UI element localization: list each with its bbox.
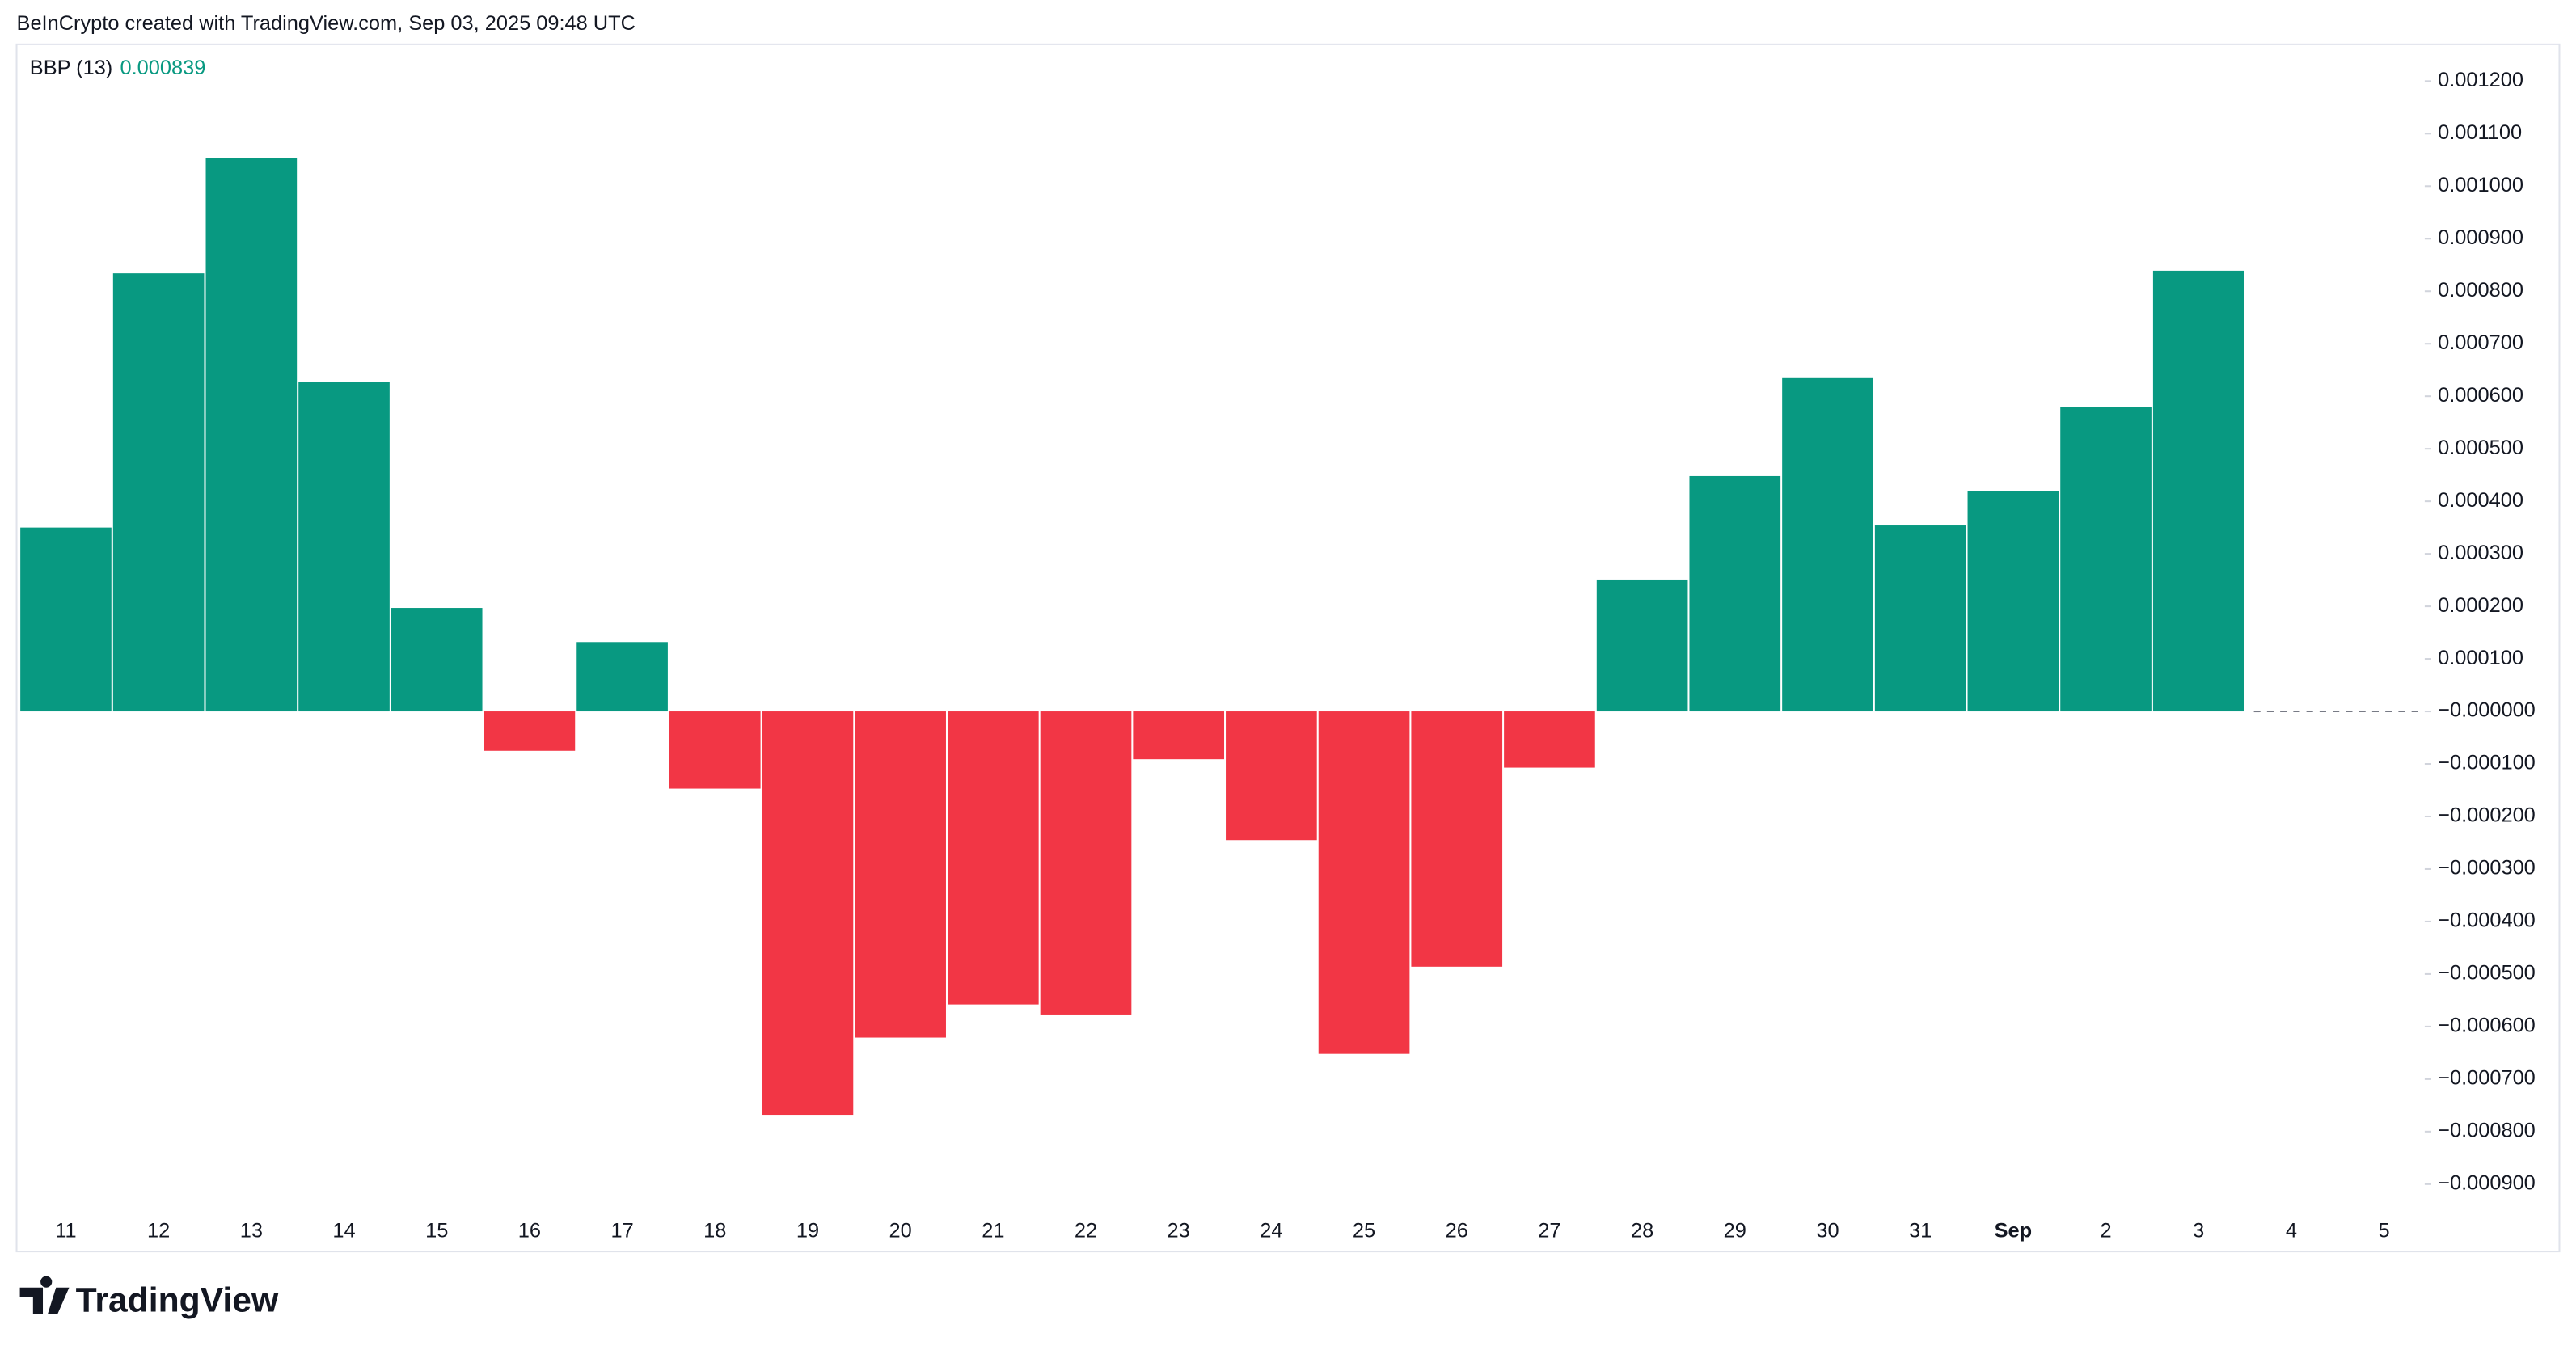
bar bbox=[576, 642, 668, 712]
attribution: BeInCrypto created with TradingView.com,… bbox=[17, 12, 636, 35]
y-tick-label: 0.001000 bbox=[2438, 174, 2523, 196]
x-tick-label: 28 bbox=[1631, 1219, 1653, 1242]
x-tick-label: 26 bbox=[1446, 1219, 1468, 1242]
y-tick-label: 0.000600 bbox=[2438, 384, 2523, 407]
x-tick-label: 19 bbox=[796, 1219, 819, 1242]
x-tick-label: 21 bbox=[982, 1219, 1004, 1242]
y-tick-label: 0.000400 bbox=[2438, 489, 2523, 512]
y-tick-label: −0.000900 bbox=[2438, 1172, 2536, 1195]
logo-text: TradingView bbox=[76, 1280, 279, 1319]
indicator-value: 0.000839 bbox=[120, 57, 206, 79]
logo: TradingView bbox=[19, 1276, 279, 1319]
x-tick-label: 5 bbox=[2379, 1219, 2390, 1242]
bar bbox=[1689, 475, 1781, 712]
y-tick-label: −0.000000 bbox=[2438, 699, 2536, 722]
bar bbox=[1411, 711, 1503, 967]
x-tick-label: 4 bbox=[2286, 1219, 2297, 1242]
x-tick-label: 3 bbox=[2193, 1219, 2204, 1242]
x-tick-label: 15 bbox=[425, 1219, 448, 1242]
bar bbox=[1040, 711, 1132, 1015]
x-tick-label: 14 bbox=[332, 1219, 355, 1242]
x-tick-label: 2 bbox=[2100, 1219, 2111, 1242]
bar bbox=[855, 711, 946, 1038]
y-tick-label: −0.000600 bbox=[2438, 1015, 2536, 1037]
x-tick-label: 13 bbox=[240, 1219, 263, 1242]
logo-icon bbox=[19, 1276, 70, 1314]
x-tick-label: 17 bbox=[610, 1219, 633, 1242]
bar bbox=[762, 711, 854, 1116]
x-tick-label: 27 bbox=[1538, 1219, 1560, 1242]
y-tick-label: 0.000200 bbox=[2438, 594, 2523, 617]
x-tick-label: 22 bbox=[1075, 1219, 1097, 1242]
indicator-name: BBP (13) bbox=[30, 57, 112, 79]
x-tick-label: 30 bbox=[1816, 1219, 1839, 1242]
bar bbox=[1596, 579, 1688, 712]
y-tick-label: −0.000700 bbox=[2438, 1067, 2536, 1090]
x-tick-label: Sep bbox=[1995, 1219, 2033, 1242]
x-tick-label: 29 bbox=[1724, 1219, 1746, 1242]
y-tick-label: −0.000800 bbox=[2438, 1120, 2536, 1142]
y-tick-label: 0.001200 bbox=[2438, 69, 2523, 91]
y-tick-label: −0.000500 bbox=[2438, 962, 2536, 985]
y-tick-label: 0.000300 bbox=[2438, 542, 2523, 564]
x-tick-label: 12 bbox=[147, 1219, 170, 1242]
bar bbox=[1504, 711, 1595, 768]
x-tick-label: 24 bbox=[1260, 1219, 1282, 1242]
bar bbox=[2152, 270, 2244, 712]
bar bbox=[1133, 711, 1225, 760]
y-tick-label: 0.000100 bbox=[2438, 647, 2523, 669]
bar bbox=[2060, 407, 2152, 712]
y-tick-label: 0.000900 bbox=[2438, 226, 2523, 249]
bar bbox=[484, 711, 576, 751]
bar bbox=[1874, 525, 1966, 712]
bar bbox=[20, 527, 112, 712]
bar bbox=[1318, 711, 1410, 1054]
bar bbox=[391, 608, 483, 712]
y-tick-label: 0.000500 bbox=[2438, 437, 2523, 459]
pane-border bbox=[15, 43, 2561, 1253]
y-tick-label: −0.000200 bbox=[2438, 804, 2536, 827]
x-tick-label: 16 bbox=[518, 1219, 541, 1242]
y-tick-label: −0.000400 bbox=[2438, 909, 2536, 932]
bar bbox=[205, 158, 298, 712]
y-tick-label: −0.000300 bbox=[2438, 857, 2536, 880]
bar bbox=[669, 711, 761, 789]
y-tick-label: 0.001100 bbox=[2438, 121, 2522, 144]
bar bbox=[112, 273, 205, 712]
x-tick-label: 18 bbox=[703, 1219, 726, 1242]
x-tick-label: 20 bbox=[889, 1219, 912, 1242]
bar bbox=[1967, 491, 2059, 712]
x-tick-label: 31 bbox=[1909, 1219, 1932, 1242]
x-tick-label: 23 bbox=[1168, 1219, 1190, 1242]
bar bbox=[1782, 377, 1873, 712]
bar bbox=[298, 382, 390, 712]
x-tick-label: 11 bbox=[55, 1219, 76, 1242]
bar bbox=[1226, 711, 1317, 841]
y-tick-label: −0.000100 bbox=[2438, 752, 2536, 774]
y-tick-label: 0.000800 bbox=[2438, 279, 2523, 302]
y-tick-label: 0.000700 bbox=[2438, 331, 2523, 354]
bar bbox=[947, 711, 1039, 1005]
x-tick-label: 25 bbox=[1353, 1219, 1375, 1242]
